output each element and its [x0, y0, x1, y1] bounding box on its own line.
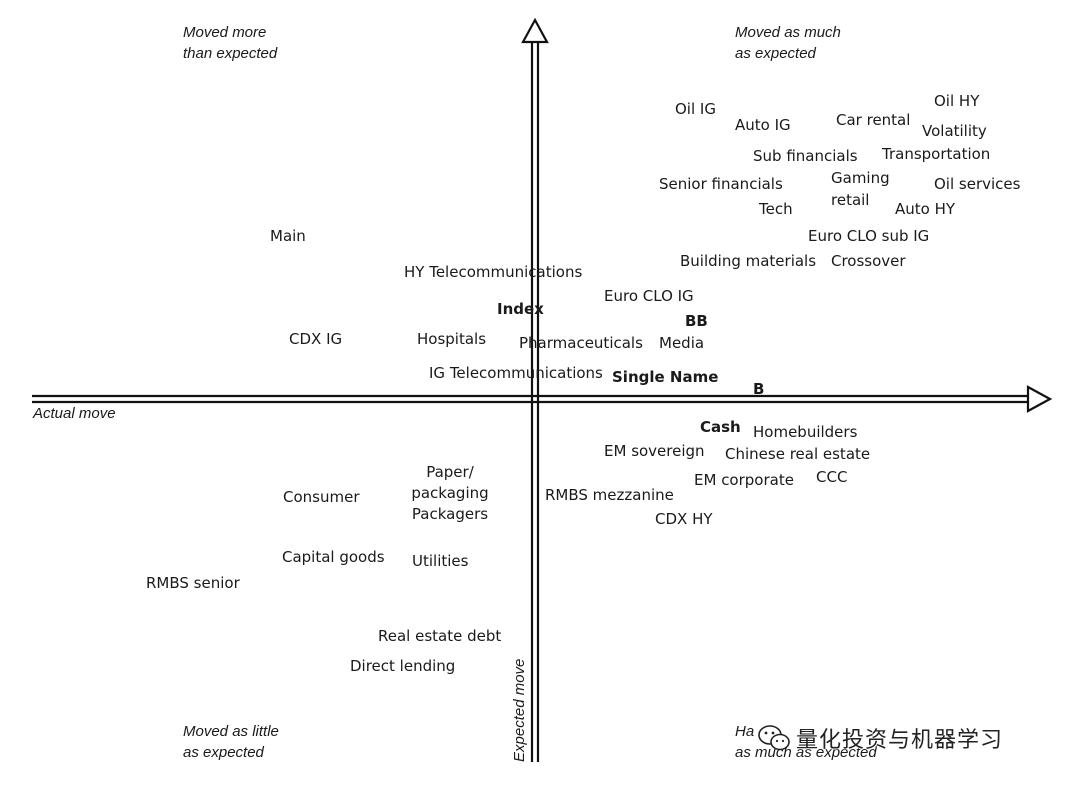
label-line: Paper/: [426, 463, 474, 481]
label-auto-hy: Auto HY: [895, 200, 956, 218]
quadrant-top-right: Moved as much as expected: [735, 22, 841, 64]
quadrant-top-left: Moved more than expected: [183, 22, 277, 64]
quadrant-text: as expected: [735, 45, 816, 62]
label-oil-hy: Oil HY: [934, 92, 980, 110]
y-axis-label: Expected move: [511, 658, 528, 762]
label-oil-services: Oil services: [934, 175, 1021, 193]
label-consumer: Consumer: [283, 488, 360, 506]
label-homebuilders: Homebuilders: [753, 423, 858, 441]
label-em-corporate: EM corporate: [694, 471, 794, 489]
label-b: B: [753, 380, 765, 398]
label-index: Index: [497, 300, 544, 318]
label-euro-clo-ig: Euro CLO IG: [604, 287, 694, 305]
x-axis-label: Actual move: [33, 405, 116, 422]
up-arrow-icon: [521, 17, 549, 44]
label-chinese-real-estate: Chinese real estate: [725, 445, 871, 463]
label-auto-ig: Auto IG: [735, 116, 791, 134]
label-euro-clo-sub-ig: Euro CLO sub IG: [808, 227, 930, 245]
label-utilities: Utilities: [412, 552, 469, 570]
label-oil-ig: Oil IG: [675, 100, 716, 118]
quadrant-text: Ha: [735, 723, 755, 740]
right-arrow-icon: [1026, 385, 1053, 413]
label-car-rental: Car rental: [836, 111, 911, 129]
quadrant-text: Moved as little: [183, 723, 279, 740]
label-single-name: Single Name: [612, 368, 719, 386]
label-bb: BB: [685, 312, 708, 330]
label-cdx-hy: CDX HY: [655, 510, 713, 528]
label-transportation: Transportation: [882, 145, 991, 163]
wechat-icon: [758, 724, 790, 752]
label-line: packaging: [411, 484, 489, 502]
label-cash: Cash: [700, 418, 741, 436]
quadrant-text: Moved as much: [735, 24, 841, 41]
label-pharmaceuticals: Pharmaceuticals: [519, 334, 643, 352]
label-gaming: Gaming: [831, 169, 890, 187]
label-rmbs-mezzanine: RMBS mezzanine: [545, 486, 674, 504]
label-capital-goods: Capital goods: [282, 548, 385, 566]
label-direct-lending: Direct lending: [350, 657, 456, 675]
label-hy-telecommunications: HY Telecommunications: [404, 263, 583, 281]
label-volatility: Volatility: [922, 122, 987, 140]
label-ig-telecommunications: IG Telecommunications: [429, 364, 603, 382]
label-retail: retail: [831, 191, 870, 209]
label-em-sovereign: EM sovereign: [604, 442, 705, 460]
label-media: Media: [659, 334, 705, 352]
watermark: 量化投资与机器学习: [758, 718, 1048, 758]
label-crossover: Crossover: [831, 252, 906, 270]
label-sub-financials: Sub financials: [753, 147, 858, 165]
label-rmbs-senior: RMBS senior: [146, 574, 240, 592]
label-real-estate-debt: Real estate debt: [378, 627, 502, 645]
label-ccc: CCC: [816, 468, 848, 486]
quadrant-text: as much as expected: [735, 744, 877, 761]
label-line: Packagers: [411, 505, 489, 523]
quadrant-text: than expected: [183, 45, 278, 62]
quadrant-bottom-left: Moved as little as expected: [183, 721, 279, 763]
watermark-text: 量化投资与机器学习: [796, 728, 1004, 753]
quadrant-text: Moved more: [183, 24, 267, 41]
label-paper-packaging: Paper/ packaging Packagers: [402, 462, 498, 525]
label-senior-financials: Senior financials: [659, 175, 783, 193]
label-main: Main: [270, 227, 306, 245]
label-hospitals: Hospitals: [417, 330, 487, 348]
quadrant-text: as expected: [183, 744, 264, 761]
label-cdx-ig: CDX IG: [289, 330, 343, 348]
label-tech: Tech: [759, 200, 793, 218]
quadrant-bottom-right: Ha as much as expected: [735, 721, 877, 763]
label-building-materials: Building materials: [680, 252, 817, 270]
